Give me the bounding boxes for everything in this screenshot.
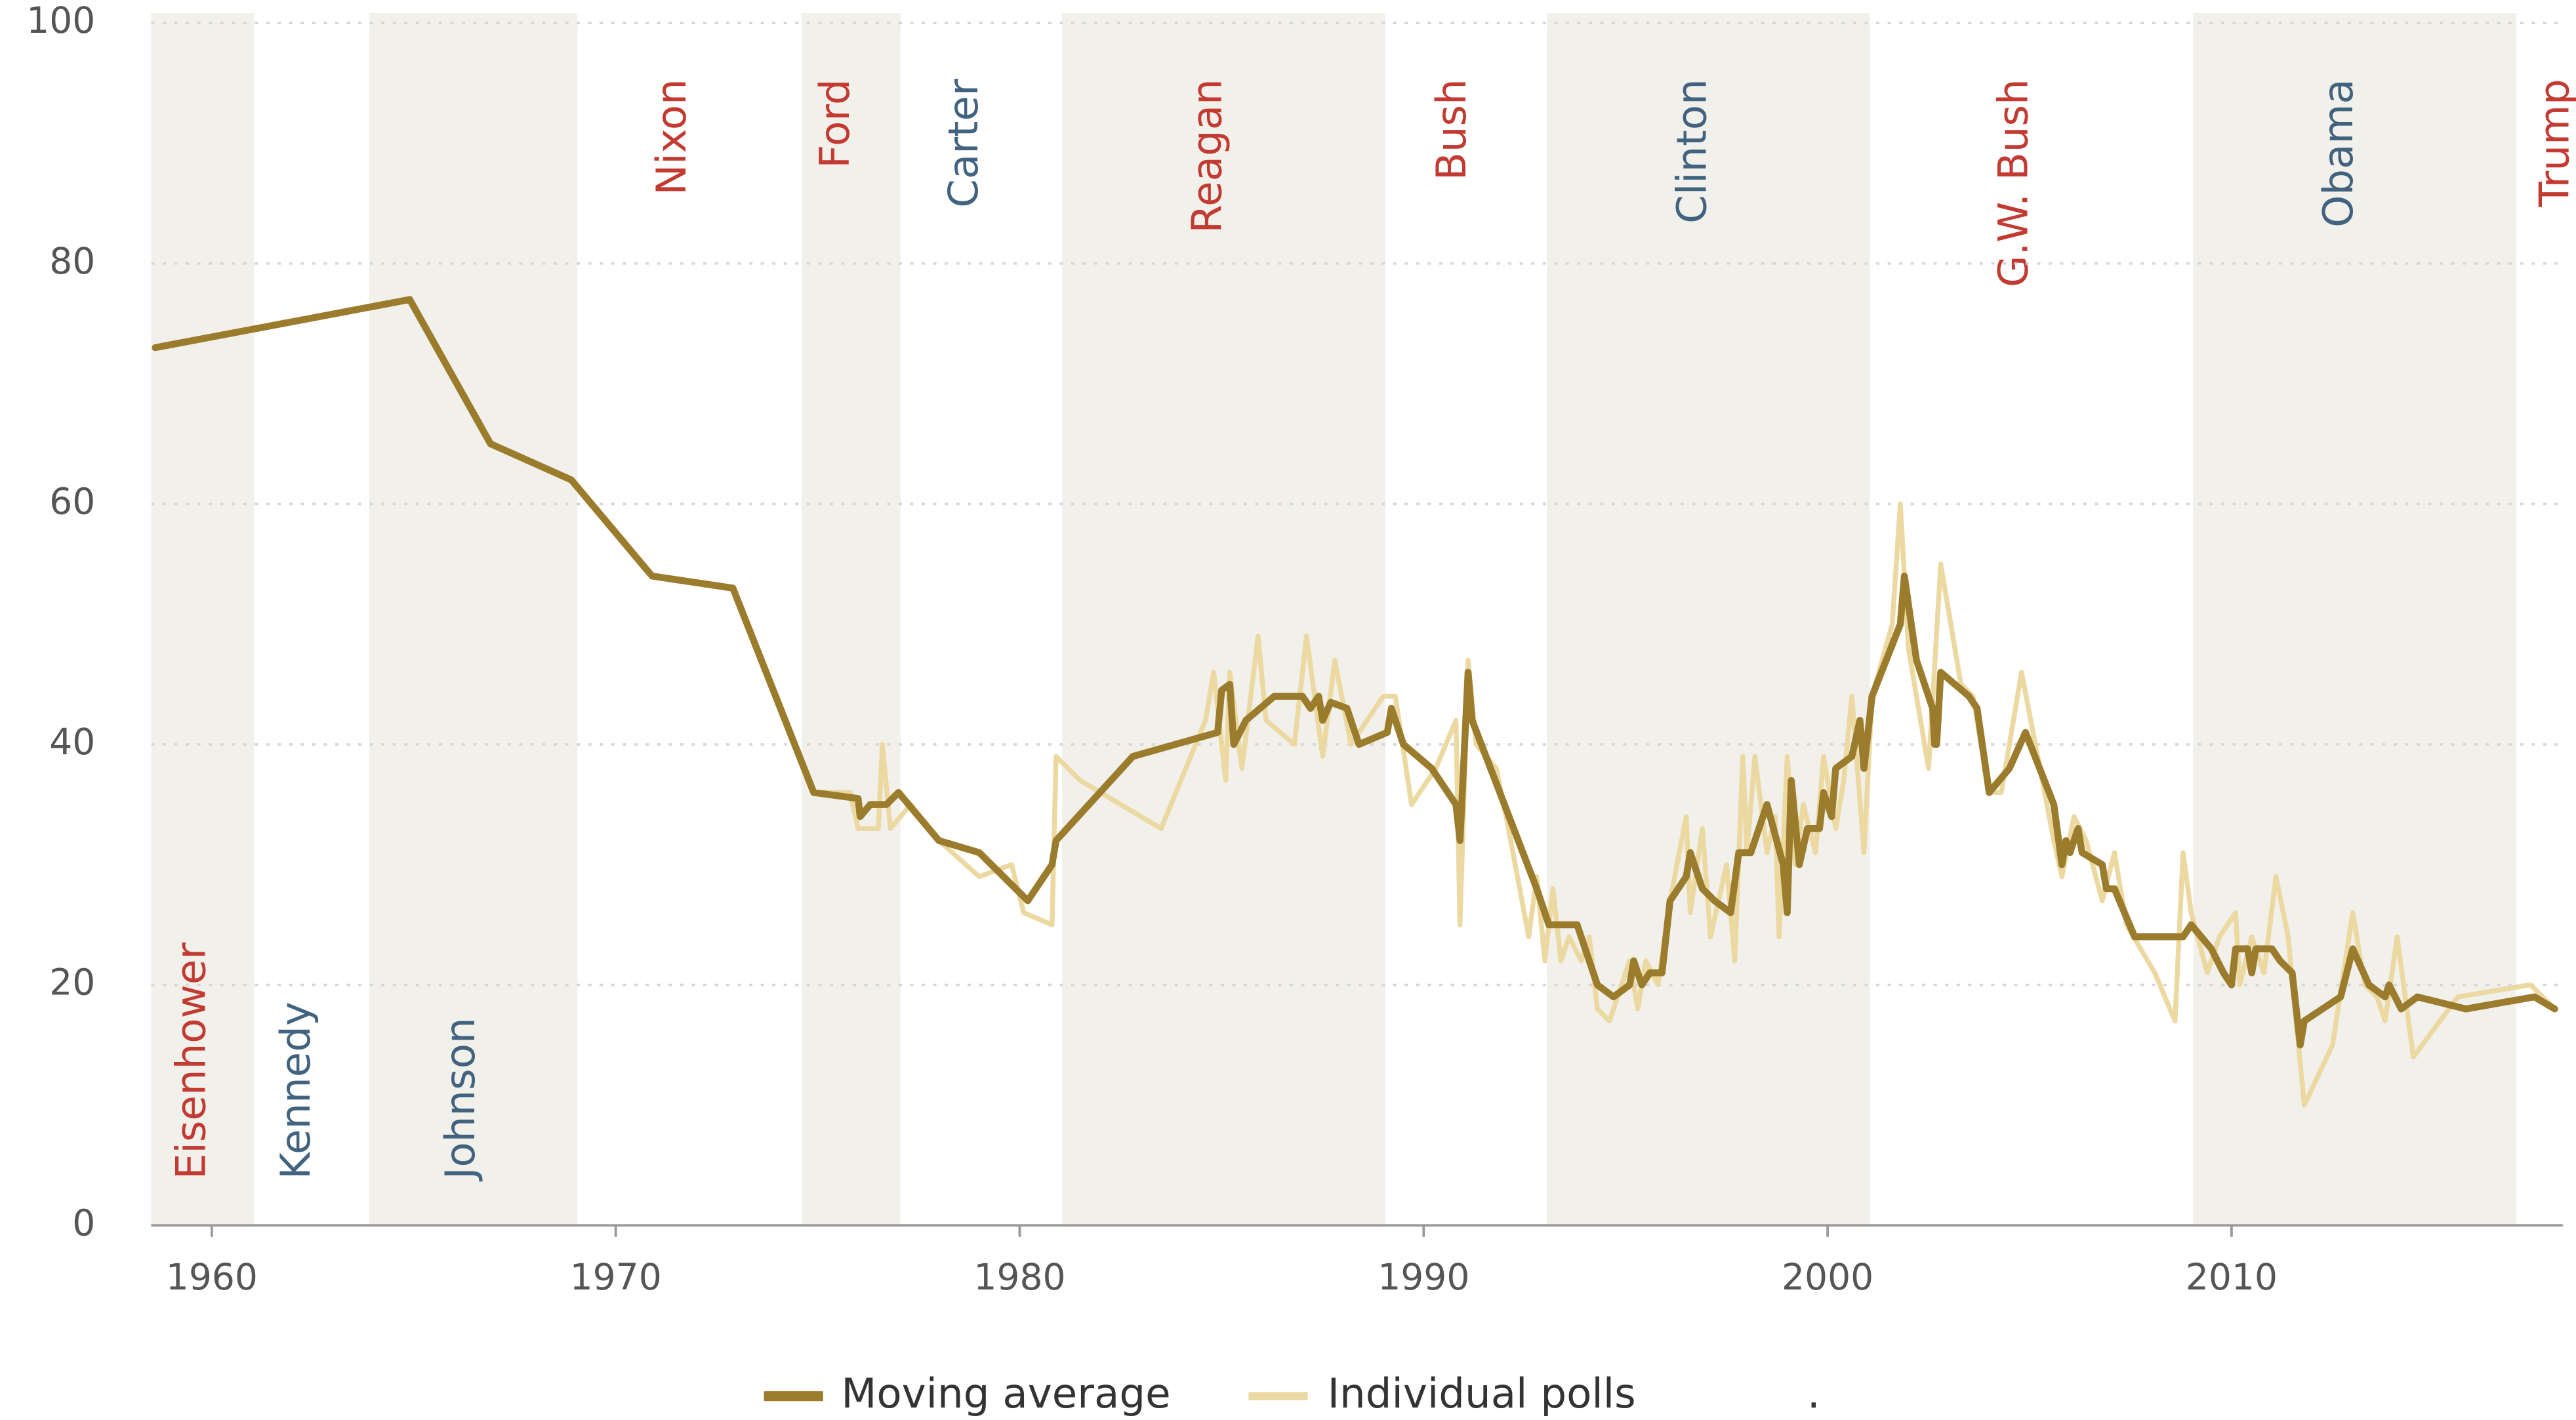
president-label: G.W. Bush (1990, 79, 2037, 287)
y-tick-label: 0 (72, 1202, 95, 1244)
president-label: Bush (1427, 79, 1475, 180)
series-line (152, 296, 2558, 1108)
legend-label: Individual polls (1328, 1369, 1636, 1417)
legend: Moving average Individual polls. (764, 1369, 1820, 1417)
x-tick-label: 1970 (570, 1256, 662, 1298)
president-label: Reagan (1183, 79, 1231, 233)
y-tick-label: 20 (49, 962, 95, 1004)
y-tick-label: 100 (26, 0, 95, 41)
president-label: Ford (811, 79, 859, 168)
series-line (152, 296, 2558, 1049)
lines (152, 296, 2558, 1108)
president-label: Carter (939, 79, 987, 208)
x-tick-label: 1980 (973, 1256, 1065, 1298)
president-label: Clinton (1668, 79, 1716, 224)
x-tick-label: 2010 (2186, 1256, 2278, 1298)
president-bands: Eisenhower Kennedy Johnson Nixon Ford Carter R… (151, 13, 2576, 1226)
president-label: Eisenhower (167, 943, 215, 1179)
grid: 0 20 40 60 80 100 1960 1970 1980 1990 2000 2010 (26, 0, 2563, 1298)
president-label: Nixon (647, 79, 695, 195)
y-tick-label: 40 (49, 721, 95, 763)
y-tick-label: 60 (49, 480, 95, 522)
legend-label: Moving average (841, 1369, 1170, 1417)
president-band (2193, 13, 2517, 1226)
legend-note: . (1807, 1369, 1820, 1417)
president-label: Obama (2314, 79, 2362, 228)
x-tick-label: 2000 (1782, 1256, 1873, 1298)
president-band (1547, 13, 1870, 1226)
president-label: Trump (2531, 79, 2576, 207)
president-band (1062, 13, 1385, 1226)
y-tick-label: 80 (49, 240, 95, 282)
president-label: Kennedy (272, 1002, 319, 1179)
president-label: Johnson (436, 1017, 484, 1182)
x-tick-label: 1960 (166, 1256, 258, 1298)
president-band (151, 13, 255, 1226)
x-tick-label: 1990 (1378, 1256, 1469, 1298)
president-band (369, 13, 578, 1226)
president-band (801, 13, 901, 1226)
